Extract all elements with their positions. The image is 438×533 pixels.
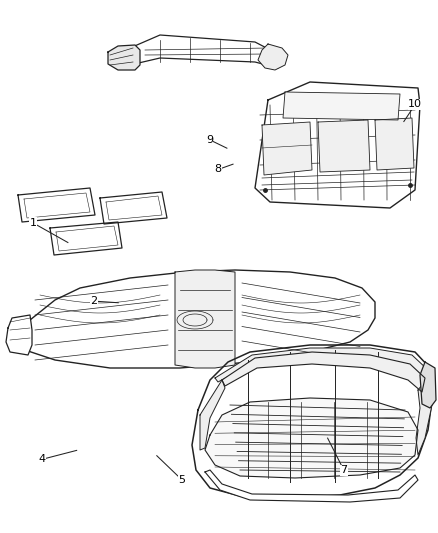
Text: 9: 9 <box>206 135 213 144</box>
Polygon shape <box>175 270 235 368</box>
Polygon shape <box>12 270 375 368</box>
Polygon shape <box>420 362 436 408</box>
Polygon shape <box>283 92 400 120</box>
Polygon shape <box>24 193 90 218</box>
Polygon shape <box>222 352 425 392</box>
Polygon shape <box>192 345 432 498</box>
Polygon shape <box>18 188 95 222</box>
Polygon shape <box>318 120 370 172</box>
Polygon shape <box>130 35 280 68</box>
Polygon shape <box>416 375 432 455</box>
Text: 2: 2 <box>91 296 98 306</box>
Polygon shape <box>106 196 162 220</box>
Polygon shape <box>205 470 418 502</box>
Polygon shape <box>56 226 118 251</box>
Text: 5: 5 <box>178 475 185 484</box>
Polygon shape <box>262 122 312 175</box>
Polygon shape <box>108 45 140 70</box>
Polygon shape <box>100 192 167 224</box>
Polygon shape <box>200 380 225 450</box>
Polygon shape <box>215 348 428 382</box>
Polygon shape <box>258 44 288 70</box>
Text: 7: 7 <box>340 465 347 475</box>
Polygon shape <box>375 118 414 170</box>
Polygon shape <box>205 398 418 478</box>
Text: 4: 4 <box>38 455 45 464</box>
Text: 10: 10 <box>408 100 422 109</box>
Polygon shape <box>6 315 32 355</box>
Text: 8: 8 <box>215 165 222 174</box>
Polygon shape <box>255 82 420 208</box>
Text: 1: 1 <box>29 218 36 228</box>
Polygon shape <box>50 222 122 255</box>
